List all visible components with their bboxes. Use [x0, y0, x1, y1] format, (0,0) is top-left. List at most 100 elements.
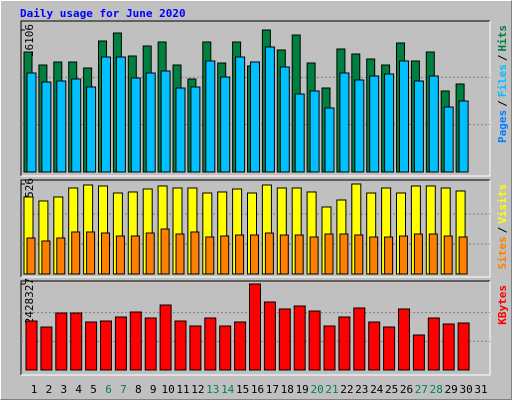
bar: [413, 233, 423, 275]
x-tick-label: 9: [150, 383, 157, 396]
bar: [383, 326, 396, 371]
bar: [189, 325, 202, 371]
x-tick-label: 11: [176, 383, 189, 396]
bar: [369, 236, 379, 275]
x-tick-label: 21: [325, 383, 338, 396]
bar: [174, 320, 187, 371]
bar: [86, 231, 96, 275]
legend-separator: /: [496, 100, 509, 107]
bar: [129, 311, 142, 371]
x-tick-label: 13: [206, 383, 219, 396]
bar: [190, 231, 200, 275]
bar: [160, 70, 171, 173]
x-tick-label: 1: [31, 383, 38, 396]
bar: [339, 72, 350, 173]
bar: [354, 79, 365, 173]
bar: [144, 317, 157, 371]
bar: [458, 236, 468, 275]
bar: [26, 237, 36, 275]
bar: [115, 235, 125, 275]
x-tick-label: 5: [90, 383, 97, 396]
legend-entry: Hits: [496, 25, 509, 52]
x-tick-label: 22: [340, 383, 353, 396]
bar: [190, 86, 201, 173]
bar: [399, 235, 408, 275]
bar: [442, 323, 455, 371]
bar: [130, 235, 140, 275]
bar: [56, 80, 67, 173]
bar: [25, 320, 38, 371]
x-tick-label: 19: [296, 383, 309, 396]
bar: [71, 231, 81, 275]
bar: [368, 321, 381, 371]
legend-entry: Files: [496, 64, 509, 97]
x-tick-label: 7: [120, 383, 127, 396]
x-tick-label: 4: [75, 383, 82, 396]
bar: [145, 72, 156, 173]
bar: [264, 46, 275, 173]
bar: [338, 316, 351, 371]
bar: [264, 232, 274, 275]
bar: [369, 75, 380, 173]
bar: [412, 334, 425, 371]
legend-entry: Visits: [496, 184, 509, 224]
bar: [219, 325, 232, 371]
bar: [263, 301, 276, 371]
x-tick-label: 15: [236, 383, 249, 396]
legend-separator: /: [496, 54, 509, 61]
legend-entry: Pages: [496, 110, 509, 143]
bar: [353, 307, 366, 371]
x-tick-label: 20: [310, 383, 323, 396]
plot-border-light: [21, 21, 491, 177]
bar: [86, 86, 97, 173]
bar: [339, 233, 349, 275]
x-tick-label: 24: [370, 383, 384, 396]
bar: [40, 326, 53, 371]
x-tick-label: 25: [385, 383, 398, 396]
bar: [278, 308, 291, 371]
bar: [324, 233, 334, 275]
x-tick-label: 27: [415, 383, 428, 396]
bar: [323, 325, 336, 371]
bar: [294, 234, 304, 275]
y-tick-label: 2428327: [23, 278, 36, 324]
chart-title: Daily usage for June 2020: [20, 7, 186, 20]
bar: [235, 234, 245, 275]
x-tick-label: 16: [251, 383, 264, 396]
bar: [26, 72, 37, 173]
bar: [309, 90, 320, 173]
legend-entry: Sites: [496, 236, 509, 269]
x-tick-label: 12: [191, 383, 204, 396]
bar: [354, 234, 364, 275]
bar: [41, 81, 52, 173]
bar: [100, 320, 112, 371]
bar: [41, 240, 51, 275]
legend-entry: KBytes: [496, 285, 509, 325]
bar: [114, 316, 127, 371]
bar: [428, 75, 439, 173]
bar: [101, 232, 110, 275]
legend: Sites / Visits: [496, 184, 509, 270]
legend: Pages / Files / Hits: [496, 25, 509, 143]
bar: [324, 107, 335, 173]
bar: [398, 308, 410, 371]
bar: [130, 77, 141, 173]
x-tick-label: 17: [266, 383, 279, 396]
x-tick-label: 3: [60, 383, 67, 396]
bar: [205, 60, 216, 173]
bar: [443, 235, 453, 275]
bar: [384, 236, 394, 275]
bar: [309, 236, 319, 275]
bar: [235, 56, 246, 173]
bar: [159, 304, 172, 371]
bar: [458, 100, 469, 173]
bar: [205, 236, 215, 275]
bar: [56, 237, 66, 275]
bar: [399, 60, 409, 173]
bar: [70, 312, 83, 371]
bar: [279, 234, 289, 275]
x-tick-label: 2: [46, 383, 53, 396]
bar: [428, 233, 438, 275]
bar: [115, 56, 126, 173]
